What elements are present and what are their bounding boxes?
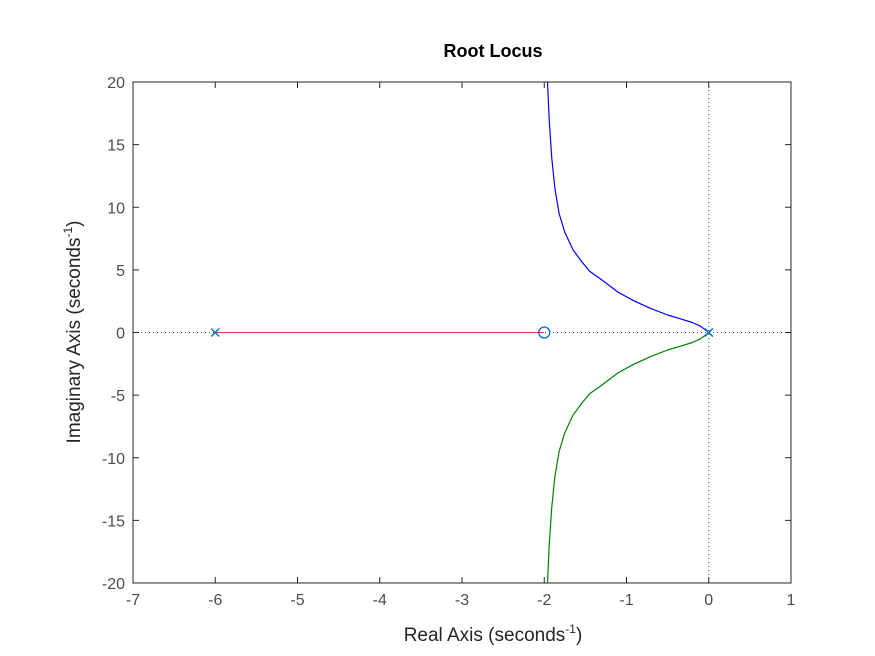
y-tick-label: -15	[102, 513, 125, 530]
x-tick-label: 0	[704, 592, 713, 609]
y-axis-label: Imaginary Axis (seconds-1)	[61, 221, 85, 444]
x-tick-label: -4	[373, 592, 387, 609]
locus-branch-1	[546, 81, 710, 333]
x-tick-label: -6	[208, 592, 222, 609]
x-tick-label: -7	[126, 592, 140, 609]
pole-marker-3	[704, 328, 714, 337]
locus-branch-2	[546, 332, 710, 584]
y-tick-label: -5	[111, 388, 125, 405]
y-axis-label-exponent: -1	[61, 227, 75, 238]
x-tick-label: 1	[787, 592, 796, 609]
x-axis-label-text: Real Axis (seconds	[404, 625, 566, 646]
zero-marker-1	[538, 326, 551, 339]
x-tick-label: -1	[619, 592, 633, 609]
y-tick-label: 5	[116, 263, 125, 280]
plot-area	[132, 81, 792, 584]
y-tick-label: 0	[116, 326, 125, 343]
x-axis-label-close: )	[576, 625, 582, 646]
y-tick-label: 15	[107, 138, 125, 155]
chart-title: Root Locus	[444, 41, 543, 61]
y-tick-label: 20	[107, 75, 125, 92]
pole-marker-1	[210, 328, 220, 337]
y-tick-label: 10	[107, 200, 125, 217]
y-tick-label: -20	[102, 576, 125, 593]
y-tick-label: -10	[102, 451, 125, 468]
x-axis-label: Real Axis (seconds-1)	[404, 622, 583, 646]
x-tick-label: -5	[290, 592, 304, 609]
y-axis-label-close: )	[64, 221, 85, 227]
x-tick-label: -2	[537, 592, 551, 609]
x-tick-label: -3	[455, 592, 469, 609]
x-axis-label-exponent: -1	[565, 622, 576, 636]
y-axis-label-text: Imaginary Axis (seconds	[64, 238, 85, 444]
